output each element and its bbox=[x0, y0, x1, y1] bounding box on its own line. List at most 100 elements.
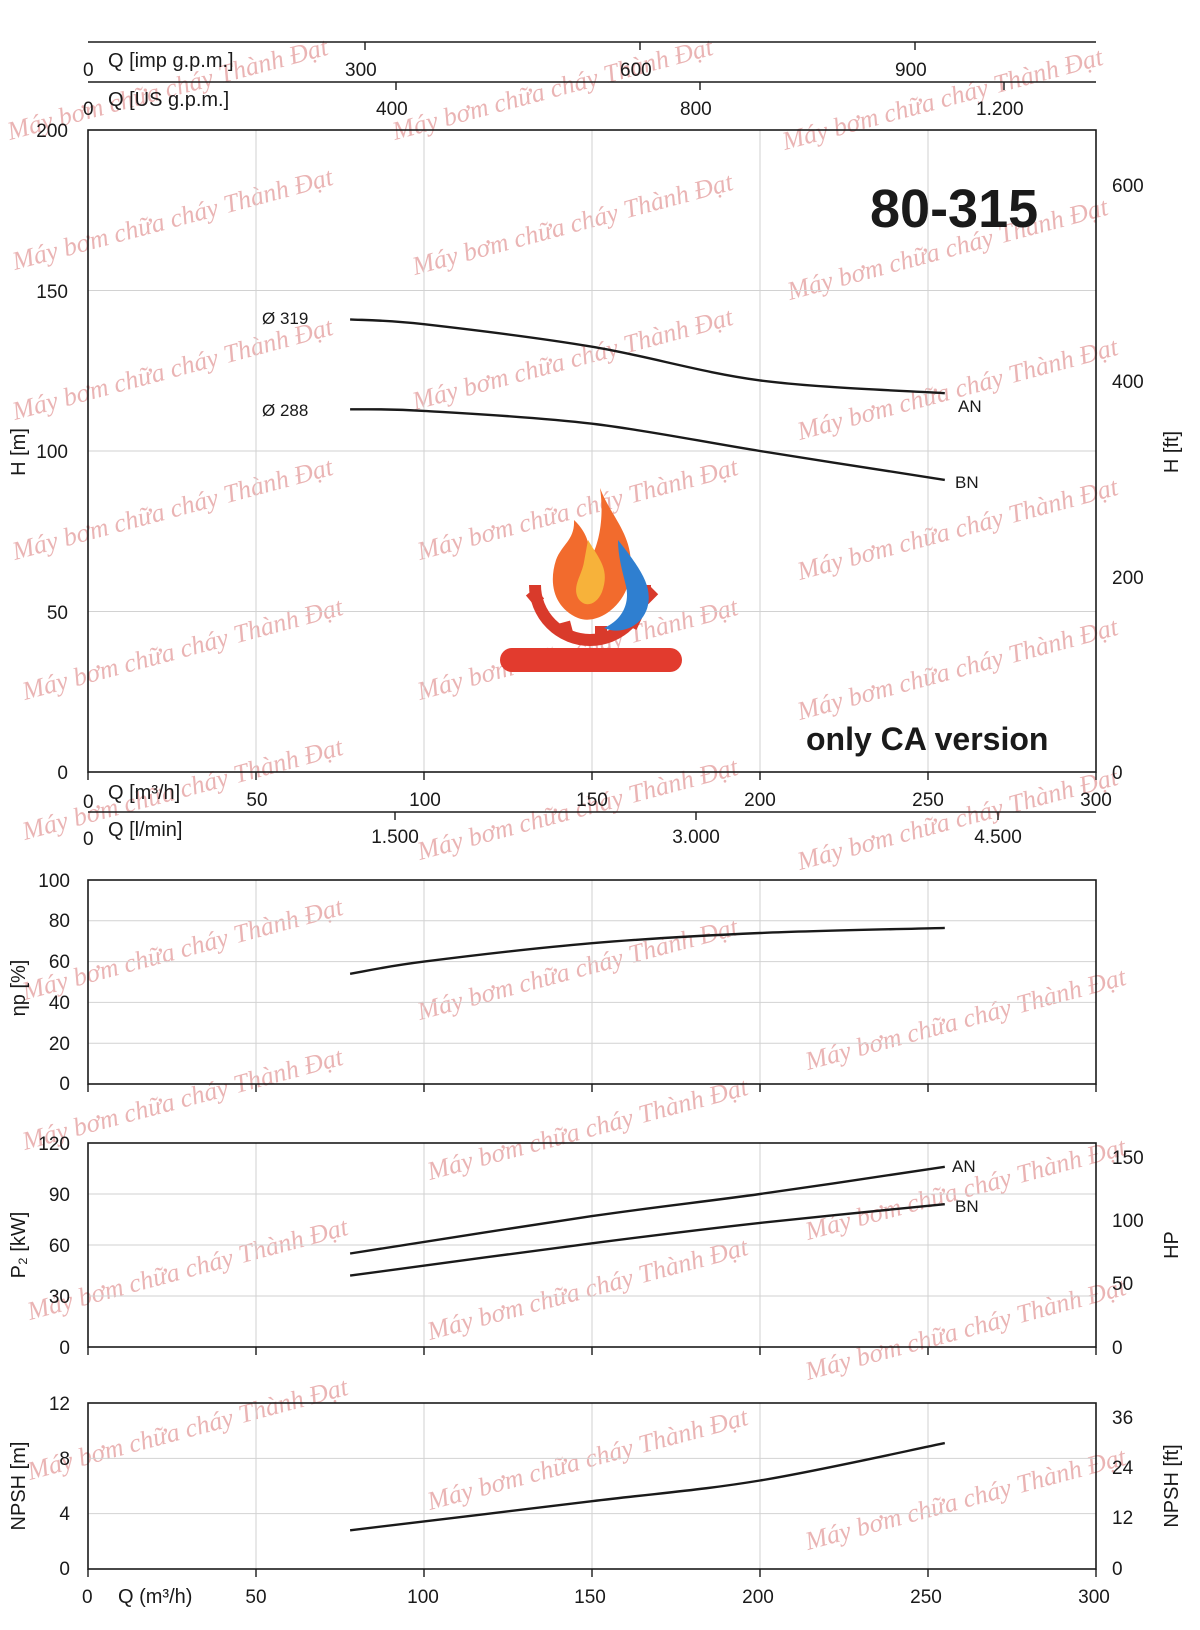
flame-inner-icon bbox=[576, 540, 605, 605]
power-rtick-0: 0 bbox=[1112, 1338, 1123, 1359]
flow-axis-m3h: 0 Q [m³/h] 50 100 150 200 250 300 bbox=[83, 782, 1112, 813]
head-rtick-400: 400 bbox=[1112, 372, 1144, 393]
head-panel-grid bbox=[87, 130, 1097, 780]
top-axis-us-tick-800: 800 bbox=[680, 99, 712, 120]
watermark-text: Máy bơm chữa cháy Thành Đạt bbox=[423, 1402, 752, 1516]
logo-banner bbox=[500, 648, 682, 672]
npsh-ytick-4: 4 bbox=[59, 1504, 70, 1525]
head-panel: 200 150 100 50 0 600 400 200 0 H [m] H [… bbox=[8, 121, 1183, 784]
top-axis-imp-tick-900: 900 bbox=[895, 60, 927, 81]
power-ytick-0: 0 bbox=[59, 1338, 70, 1359]
watermark-text: Máy bơm chữa cháy Thành Đạt bbox=[8, 162, 337, 276]
watermark-text: Máy bơm chữa cháy Thành Đạt bbox=[23, 1212, 352, 1326]
efficiency-curves bbox=[349, 926, 945, 975]
watermark-text: Máy bơm chữa cháy Thành Đạt bbox=[408, 167, 737, 281]
watermark-text: Máy bơm chữa cháy Thành Đạt bbox=[18, 892, 347, 1006]
power-panel: 120 90 60 30 0 150 100 50 0 P₂ [kW] HP A… bbox=[8, 1134, 1183, 1359]
npsh-xtick-100: 100 bbox=[407, 1587, 439, 1608]
power-series-label-an: AN bbox=[952, 1157, 976, 1176]
head-rtick-200: 200 bbox=[1112, 568, 1144, 589]
eff-ytick-80: 80 bbox=[49, 911, 70, 932]
top-axis-imp-tick-300: 300 bbox=[345, 60, 377, 81]
npsh-ytick-8: 8 bbox=[59, 1449, 70, 1470]
npsh-xtick-250: 250 bbox=[910, 1587, 942, 1608]
head-ytick-200: 200 bbox=[36, 121, 68, 142]
head-panel-frame bbox=[87, 129, 1097, 773]
npsh-rtick-12: 12 bbox=[1112, 1508, 1133, 1529]
head-rtick-0: 0 bbox=[1112, 763, 1123, 784]
top-axis-us-tick-0: 0 bbox=[83, 99, 94, 120]
eff-ytick-100: 100 bbox=[38, 871, 70, 892]
flow-lmin-tick-0: 0 bbox=[83, 829, 94, 850]
top-axis-us-gpm: 0 Q [US g.p.m.] 400 800 1.200 bbox=[83, 81, 1096, 120]
watermark-text: Máy bơm chữa cháy Thành Đạt bbox=[413, 912, 742, 1026]
efficiency-panel: 100 80 60 40 20 0 ηp [%] bbox=[8, 871, 1097, 1095]
watermark-text: Máy bơm chữa cháy Thành Đạt bbox=[388, 32, 717, 146]
flow-m3h-label: Q [m³/h] bbox=[108, 782, 180, 804]
chart-annotation: only CA version bbox=[806, 721, 1048, 757]
npsh-rtick-24: 24 bbox=[1112, 1458, 1134, 1479]
flame-icon bbox=[552, 488, 631, 620]
eff-ylabel: ηp [%] bbox=[8, 960, 30, 1017]
efficiency-panel-grid bbox=[87, 880, 1097, 1092]
watermark-text: Máy bơm chữa cháy Thành Đạt bbox=[801, 1442, 1130, 1556]
flow-m3h-tick-50: 50 bbox=[246, 790, 267, 811]
water-drop-icon bbox=[604, 540, 649, 631]
flow-lmin-tick-1500: 1.500 bbox=[371, 827, 419, 848]
watermark-text: Máy bơm chữa cháy Thành Đạt bbox=[423, 1072, 752, 1186]
top-axis-us-tick-1200: 1.200 bbox=[976, 99, 1024, 120]
head-ytick-50: 50 bbox=[47, 603, 68, 624]
npsh-ylabel: NPSH [m] bbox=[8, 1442, 30, 1531]
watermark-text: Máy bơm chữa cháy Thành Đạt bbox=[793, 762, 1122, 876]
head-ytick-150: 150 bbox=[36, 282, 68, 303]
flow-axis-lmin: 0 Q [l/min] 1.500 3.000 4.500 bbox=[83, 811, 1096, 850]
power-panel-frame bbox=[87, 1142, 1097, 1348]
flow-m3h-tick-300: 300 bbox=[1080, 790, 1112, 811]
efficiency-panel-frame bbox=[87, 879, 1097, 1085]
eff-ytick-20: 20 bbox=[49, 1034, 70, 1055]
flow-lmin-tick-3000: 3.000 bbox=[672, 827, 720, 848]
power-ylabel: P₂ [kW] bbox=[8, 1212, 30, 1279]
top-axis-us-label: Q [US g.p.m.] bbox=[108, 89, 229, 111]
head-rtick-600: 600 bbox=[1112, 176, 1144, 197]
watermark-text: Máy bơm chữa cháy Thành Đạt bbox=[801, 1132, 1130, 1246]
power-ytick-30: 30 bbox=[49, 1287, 70, 1308]
chart-title: 80-315 bbox=[870, 179, 1038, 239]
watermark-text: Máy bơm chữa cháy Thành Đạt bbox=[23, 1372, 352, 1486]
top-axis-imp-tick-0: 0 bbox=[83, 60, 94, 81]
npsh-xtick-200: 200 bbox=[742, 1587, 774, 1608]
series-line-2-1 bbox=[349, 1203, 945, 1277]
series-end-label-bn: BN bbox=[955, 473, 979, 492]
series-line-1-0 bbox=[349, 926, 945, 975]
npsh-xtick-50: 50 bbox=[245, 1587, 266, 1608]
power-ytick-120: 120 bbox=[38, 1134, 70, 1155]
flow-m3h-tick-100: 100 bbox=[409, 790, 441, 811]
head-ytick-0: 0 bbox=[57, 763, 68, 784]
npsh-panel: 12 8 4 0 36 24 12 0 NPSH [m] NPSH [ft] 0… bbox=[8, 1394, 1183, 1608]
top-axis-imp-tick-600: 600 bbox=[620, 60, 652, 81]
npsh-xlabel: Q (m³/h) bbox=[118, 1586, 192, 1608]
eff-ytick-40: 40 bbox=[49, 993, 70, 1014]
top-axis-imp-label: Q [imp g.p.m.] bbox=[108, 50, 234, 72]
watermark-text: Máy bơm chữa cháy Thành Đạt bbox=[801, 962, 1130, 1076]
npsh-ylabel-right: NPSH [ft] bbox=[1161, 1444, 1183, 1527]
flow-m3h-tick-200: 200 bbox=[744, 790, 776, 811]
top-axis-imp-gpm: 0 Q [imp g.p.m.] 300 600 900 bbox=[83, 41, 1096, 81]
flow-m3h-tick-0: 0 bbox=[83, 792, 94, 813]
eff-ytick-60: 60 bbox=[49, 952, 70, 973]
watermark-text: Máy bơm chữa cháy Thành Đạt bbox=[8, 452, 337, 566]
watermark-text: Máy bơm chữa cháy Thành Đạt bbox=[793, 332, 1122, 446]
npsh-ytick-12: 12 bbox=[49, 1394, 70, 1415]
series-line-0-1 bbox=[350, 408, 945, 482]
flow-m3h-tick-250: 250 bbox=[912, 790, 944, 811]
series-label-d288: Ø 288 bbox=[262, 401, 308, 420]
head-ylabel: H [m] bbox=[8, 428, 30, 476]
power-panel-grid bbox=[87, 1143, 1097, 1355]
watermark-text: Máy bơm chữa cháy Thành Đạt bbox=[801, 1272, 1130, 1386]
power-rtick-150: 150 bbox=[1112, 1148, 1144, 1169]
company-logo bbox=[500, 488, 682, 672]
npsh-xtick-150: 150 bbox=[574, 1587, 606, 1608]
head-curves bbox=[350, 318, 945, 482]
flow-lmin-tick-4500: 4.500 bbox=[974, 827, 1022, 848]
